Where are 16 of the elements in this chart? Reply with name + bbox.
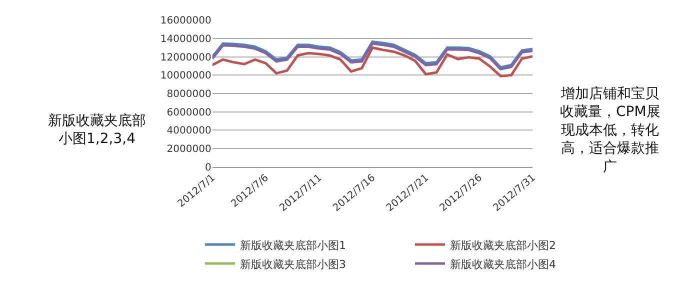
y-tick-label: 6000000 [166,107,212,118]
legend-label: 新版收藏夹底部小图1 [240,238,346,252]
y-tick-label: 2000000 [166,144,212,155]
line-series [212,46,533,78]
text: 增加店铺和宝贝收藏量，CPM展现成本低，转化高，适合爆款推广 [560,86,660,175]
text: 新版收藏夹底部小图1,2,3,4 [48,113,146,148]
y-tick-label: 16000000 [160,16,212,27]
y-tick-label: 14000000 [160,34,212,45]
legend-label: 新版收藏夹底部小图4 [450,258,556,271]
y-tick-label: 10000000 [160,70,212,82]
legend-label: 新版收藏夹底部小图2 [450,238,556,252]
y-tick-label: 8000000 [166,88,212,100]
y-tick-label: 12000000 [160,52,212,64]
y-tick-label: 4000000 [166,126,212,137]
legend-label: 新版收藏夹底部小图3 [240,258,346,271]
y-tick-label: 0 [204,162,212,174]
